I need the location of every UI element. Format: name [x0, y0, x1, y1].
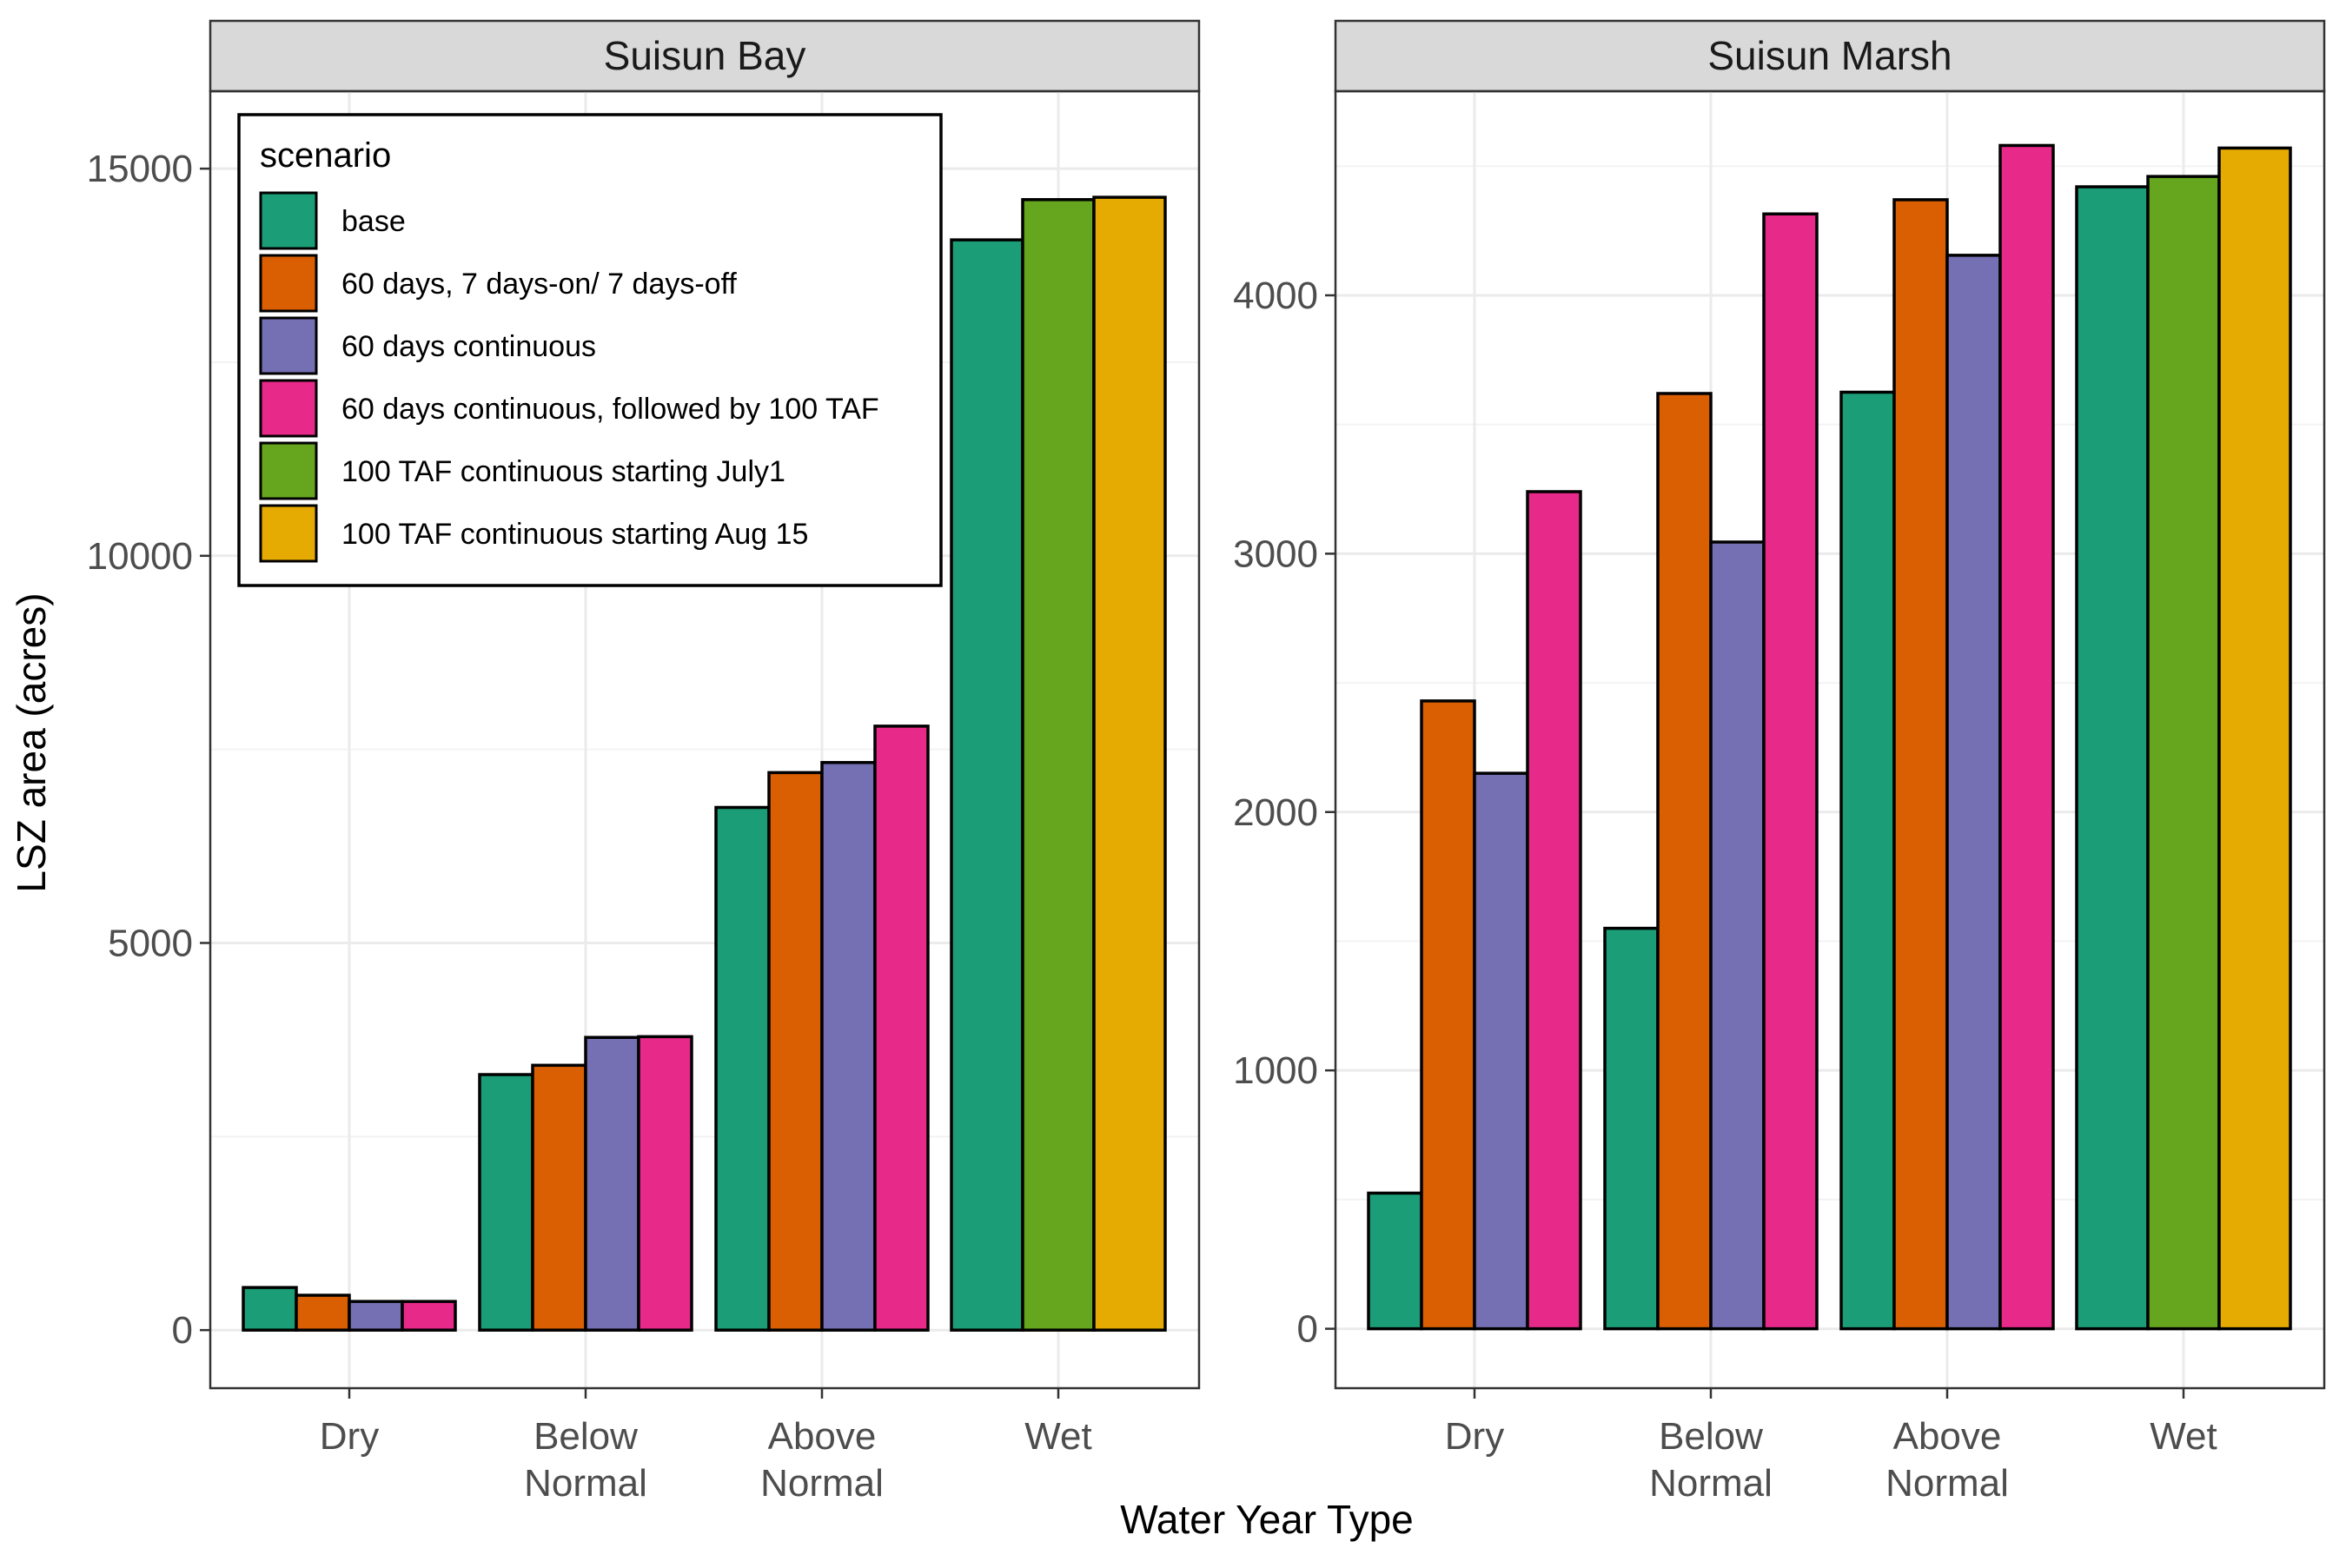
- bar-below-normal-2: [1656, 392, 1713, 1331]
- legend-key: [259, 379, 318, 438]
- legend-label: base: [341, 205, 406, 238]
- bar-below-normal-3: [1709, 540, 1766, 1331]
- y-tick-label: 4000: [1233, 275, 1318, 317]
- bar-dry-2: [295, 1293, 351, 1332]
- bar-dry-1: [1367, 1191, 1423, 1331]
- y-axis-title: LSZ area (acres): [9, 592, 54, 892]
- x-tick-label: Above Normal: [1885, 1415, 2009, 1505]
- legend-box: [237, 113, 943, 587]
- bar-wet-2: [2146, 175, 2221, 1331]
- legend: scenario base 60 days, 7 days-on/ 7 days-o…: [237, 113, 943, 587]
- bar-below-normal-4: [637, 1035, 693, 1332]
- bar-below-normal-1: [1603, 926, 1660, 1331]
- x-axis-title: Water Year Type: [1120, 1497, 1414, 1542]
- bar-above-normal-2: [767, 771, 824, 1332]
- x-tick-label: Above Normal: [760, 1415, 884, 1505]
- bar-above-normal-4: [873, 724, 930, 1332]
- legend-key: [259, 504, 318, 563]
- legend-key: [259, 254, 318, 313]
- bar-below-normal-1: [478, 1073, 534, 1332]
- legend-label: 100 TAF continuous starting Aug 15: [341, 518, 808, 551]
- facet-strip: [1334, 19, 2326, 93]
- bar-dry-3: [1473, 771, 1529, 1331]
- y-tick-label: 3000: [1233, 533, 1318, 575]
- bar-below-normal-4: [1762, 212, 1819, 1331]
- x-tick-label: Dry: [320, 1415, 379, 1458]
- x-tick-label: Below Normal: [524, 1415, 647, 1505]
- bar-dry-3: [348, 1300, 404, 1332]
- bar-above-normal-1: [714, 805, 771, 1332]
- bar-above-normal-3: [1945, 254, 2002, 1331]
- bar-wet-3: [2217, 146, 2292, 1331]
- y-tick-label: 0: [172, 1309, 193, 1352]
- bar-wet-1: [2075, 185, 2150, 1331]
- x-tick-label: Below Normal: [1649, 1415, 1773, 1505]
- bar-above-normal-3: [820, 761, 877, 1332]
- bar-above-normal-1: [1839, 390, 1896, 1331]
- y-tick-label: 1000: [1233, 1049, 1318, 1092]
- bar-above-normal-4: [1998, 143, 2055, 1331]
- legend-label: 60 days, 7 days-on/ 7 days-off: [341, 268, 737, 301]
- legend-label: 60 days continuous: [341, 330, 596, 363]
- bar-above-normal-2: [1892, 198, 1949, 1331]
- bar-below-normal-3: [584, 1035, 640, 1332]
- legend-key: [259, 316, 318, 375]
- bar-dry-4: [401, 1300, 457, 1332]
- x-tick-label: Wet: [2150, 1415, 2217, 1458]
- panel-suisun-marsh: Suisun Marsh 0 1000 2000 3000 4000 Dry Below Nor…: [1233, 19, 2326, 1505]
- y-tick-label: 15000: [87, 148, 193, 190]
- bar-wet-1: [950, 238, 1024, 1332]
- legend-label: 60 days continuous, followed by 100 TAF: [341, 393, 879, 426]
- panel-border: [1334, 89, 2326, 1390]
- bar-dry-2: [1420, 699, 1476, 1331]
- x-tick-label: Wet: [1024, 1415, 1091, 1458]
- bar-dry-4: [1526, 490, 1582, 1331]
- facet-strip-label: Suisun Bay: [604, 33, 806, 78]
- facet-strip-label: Suisun Marsh: [1707, 33, 1952, 78]
- y-tick-label: 0: [1297, 1308, 1318, 1351]
- y-tick-label: 10000: [87, 535, 193, 578]
- y-tick-label: 2000: [1233, 791, 1318, 834]
- facet-strip: [209, 19, 1201, 93]
- bar-wet-3: [1092, 195, 1167, 1332]
- y-tick-label: 5000: [108, 922, 193, 964]
- legend-label: 100 TAF continuous starting July1: [341, 455, 785, 488]
- x-tick-label: Dry: [1445, 1415, 1504, 1458]
- bar-wet-2: [1021, 198, 1096, 1332]
- panel-border: [209, 89, 1201, 1390]
- legend-title: scenario: [260, 136, 391, 175]
- bar-dry-1: [242, 1286, 298, 1332]
- bar-below-normal-2: [531, 1063, 587, 1332]
- legend-key: [259, 441, 318, 500]
- legend-key: [259, 191, 318, 250]
